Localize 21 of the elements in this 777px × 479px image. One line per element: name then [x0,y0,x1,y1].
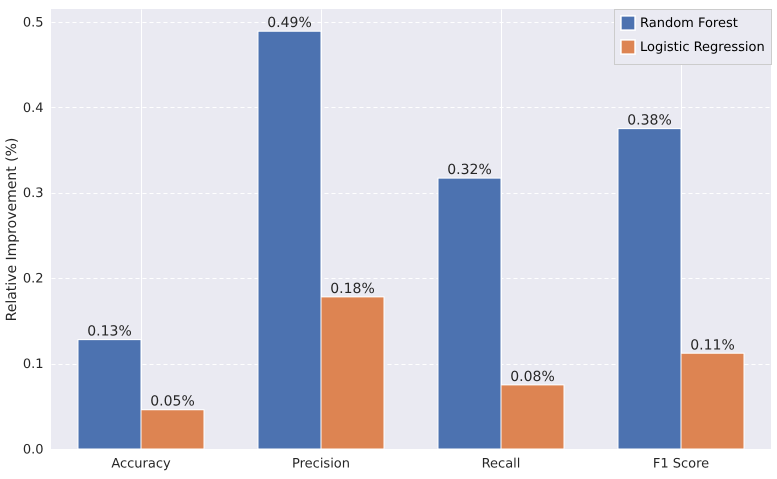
data-label: 0.13% [87,324,132,340]
y-tick-label: 0.0 [22,442,44,458]
data-label: 0.11% [690,337,735,354]
data-label: 0.38% [627,112,672,129]
x-tick-label: Accuracy [111,456,171,472]
legend-label: Logistic Regression [640,40,765,55]
y-tick-label: 0.1 [22,357,44,372]
data-label: 0.32% [447,162,492,178]
x-tick-label: Precision [292,456,350,472]
x-tick-label: Recall [482,456,520,472]
y-tick-label: 0.4 [22,100,44,116]
x-tick-label: F1 Score [652,456,710,472]
legend-label: Random Forest [640,16,738,31]
y-axis-title: Relative Improvement (%) [4,138,20,322]
y-tick-label: 0.5 [22,15,44,30]
data-label: 0.05% [150,394,195,410]
data-label: 0.18% [330,280,375,297]
y-tick-label: 0.2 [22,272,44,287]
data-label: 0.08% [510,368,555,385]
y-tick-label: 0.3 [22,186,44,202]
data-label: 0.49% [267,15,312,32]
